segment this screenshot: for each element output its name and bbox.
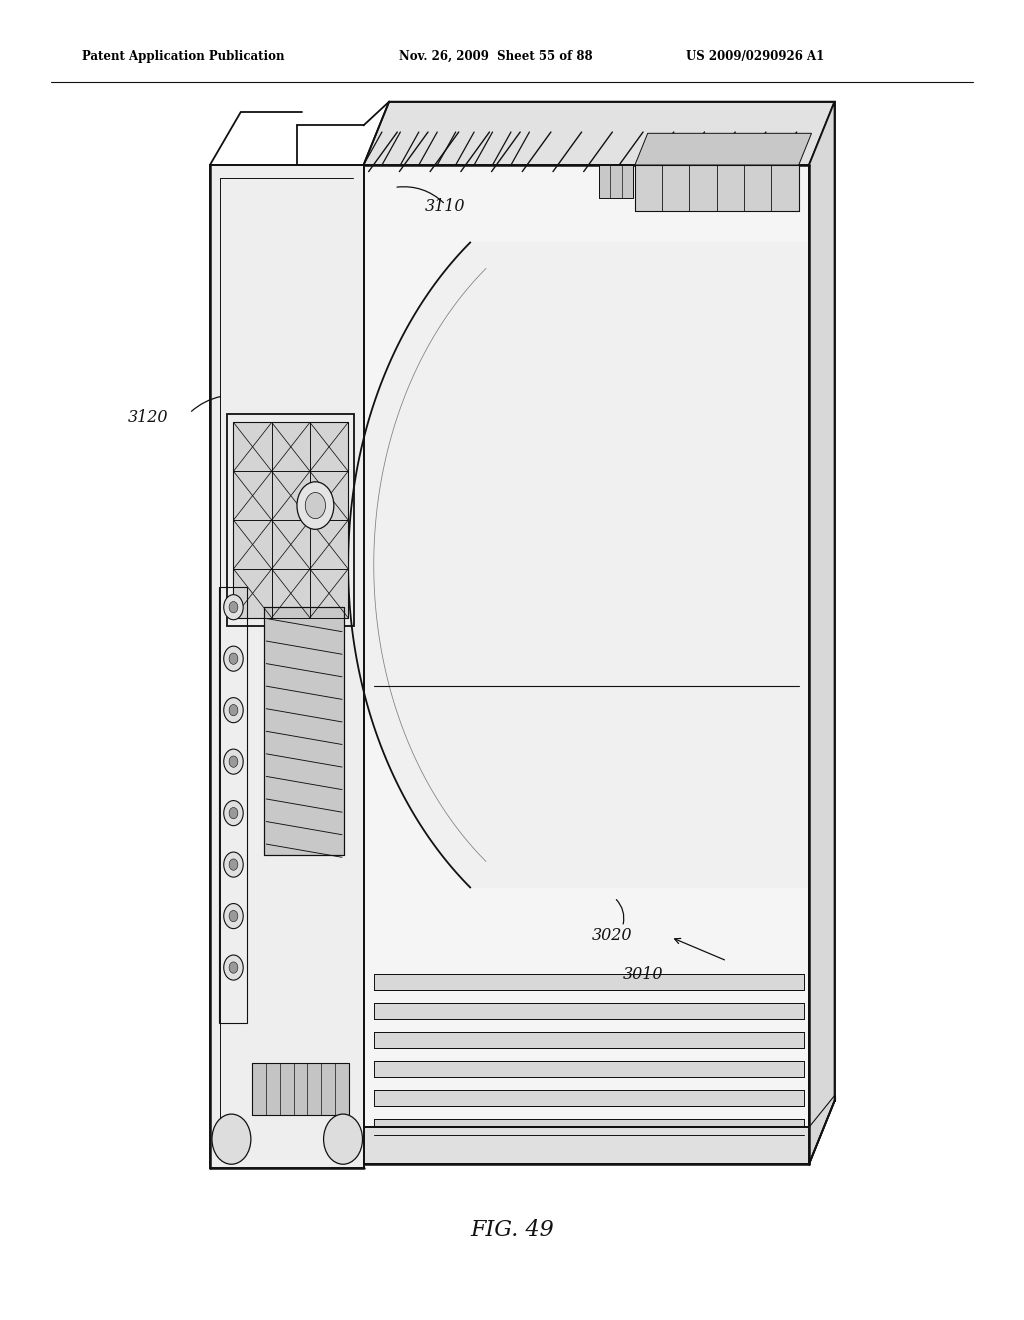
Text: 3120: 3120 <box>128 409 169 426</box>
Circle shape <box>223 800 244 826</box>
Circle shape <box>229 808 238 818</box>
Polygon shape <box>374 1032 804 1048</box>
Circle shape <box>324 1114 362 1164</box>
Circle shape <box>223 853 244 876</box>
Circle shape <box>223 697 244 722</box>
Circle shape <box>223 956 244 979</box>
Circle shape <box>305 492 326 519</box>
Circle shape <box>223 594 244 619</box>
Polygon shape <box>635 133 811 165</box>
Text: FIG. 49: FIG. 49 <box>470 1220 554 1241</box>
Polygon shape <box>374 974 804 990</box>
Polygon shape <box>374 1003 804 1019</box>
Text: 3010: 3010 <box>623 966 664 983</box>
Circle shape <box>229 756 238 767</box>
Circle shape <box>212 1114 251 1164</box>
Text: Nov. 26, 2009  Sheet 55 of 88: Nov. 26, 2009 Sheet 55 of 88 <box>399 50 593 63</box>
Circle shape <box>229 911 238 921</box>
Polygon shape <box>374 1090 804 1106</box>
Circle shape <box>229 653 238 664</box>
Polygon shape <box>252 1063 349 1115</box>
Polygon shape <box>374 1119 804 1135</box>
Polygon shape <box>809 102 835 1164</box>
Polygon shape <box>374 1061 804 1077</box>
Polygon shape <box>364 1127 809 1164</box>
Polygon shape <box>599 165 633 198</box>
Text: US 2009/0290926 A1: US 2009/0290926 A1 <box>686 50 824 63</box>
Polygon shape <box>348 243 809 887</box>
Polygon shape <box>635 165 799 211</box>
Text: Patent Application Publication: Patent Application Publication <box>82 50 285 63</box>
Text: 3110: 3110 <box>425 198 466 215</box>
Circle shape <box>223 645 244 671</box>
Circle shape <box>229 602 238 612</box>
Polygon shape <box>364 102 835 165</box>
Circle shape <box>229 859 238 870</box>
Circle shape <box>297 482 334 529</box>
Polygon shape <box>210 165 364 1168</box>
Circle shape <box>223 750 244 774</box>
Polygon shape <box>264 607 344 855</box>
Circle shape <box>229 705 238 715</box>
Circle shape <box>229 962 238 973</box>
Polygon shape <box>364 165 809 1164</box>
Circle shape <box>223 903 244 929</box>
Text: 3020: 3020 <box>592 927 633 944</box>
Polygon shape <box>233 422 348 618</box>
